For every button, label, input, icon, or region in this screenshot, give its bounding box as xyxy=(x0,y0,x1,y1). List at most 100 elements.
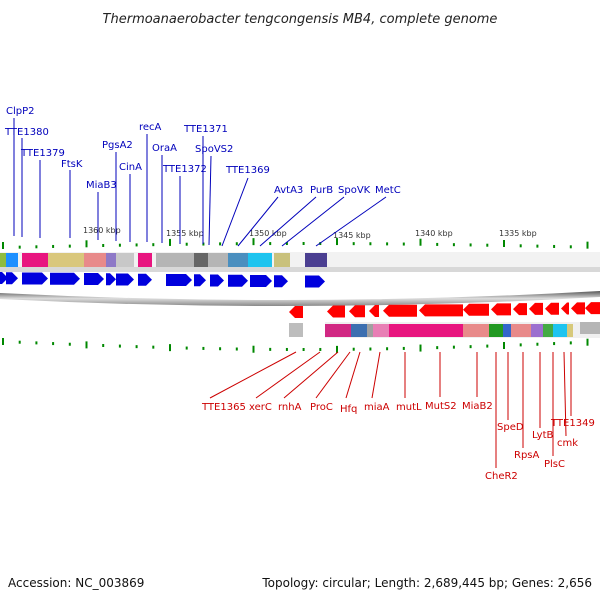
lower-gene-color-band xyxy=(289,322,600,338)
gene-label-rnha[interactable]: rnhA xyxy=(278,402,302,413)
gene-label-miaa[interactable]: miaA xyxy=(364,402,390,413)
gene-label-rpsa[interactable]: RpsA xyxy=(514,450,540,461)
gene-label-mutl[interactable]: mutL xyxy=(396,402,422,413)
gene-label-cher2[interactable]: CheR2 xyxy=(485,471,518,482)
tick-mark xyxy=(118,344,121,348)
forward-gene-arrow xyxy=(0,272,8,284)
tick-mark xyxy=(68,342,71,346)
gene-label-oraa[interactable]: OraA xyxy=(152,143,177,154)
gene-label-purb[interactable]: PurB xyxy=(310,185,333,196)
tick-mark xyxy=(35,341,38,345)
tick-mark xyxy=(285,242,288,246)
genome-summary-text: Topology: circular; Length: 2,689,445 bp… xyxy=(261,576,592,590)
tick-mark xyxy=(336,345,338,353)
tick-mark xyxy=(503,240,505,247)
gene-label-muts2[interactable]: MutS2 xyxy=(425,401,457,412)
tick-mark xyxy=(436,346,439,350)
gene-label-ftsk[interactable]: FtsK xyxy=(61,159,83,170)
tick-mark xyxy=(252,345,255,353)
tick-mark xyxy=(302,348,305,351)
gene-label-tte1380[interactable]: TTE1380 xyxy=(4,127,49,138)
reverse-strand-genes xyxy=(289,302,600,318)
leader-line xyxy=(281,196,345,247)
map-title: Thermoanaerobacter tengcongensis MB4, co… xyxy=(103,12,498,27)
gene-label-miab3[interactable]: MiaB3 xyxy=(86,180,117,191)
forward-gene-arrow xyxy=(210,274,224,287)
tick-mark xyxy=(569,341,572,345)
gene-label-clpp2[interactable]: ClpP2 xyxy=(6,106,35,117)
tick-mark xyxy=(102,244,105,247)
reverse-gene-arrow xyxy=(327,305,345,318)
reverse-gene-arrow xyxy=(529,302,543,315)
gene-label-lytb[interactable]: LytB xyxy=(532,430,553,441)
gene-label-tte1371[interactable]: TTE1371 xyxy=(183,124,228,135)
lower-tick-row xyxy=(2,338,589,353)
gene-label-sped[interactable]: SpeD xyxy=(497,422,524,433)
gene-label-cmk[interactable]: cmk xyxy=(557,438,578,449)
tick-mark xyxy=(586,241,589,249)
leader-line xyxy=(371,351,381,399)
tick-mark xyxy=(486,344,489,348)
reverse-gene-arrow xyxy=(561,302,569,315)
gene-label-plsc[interactable]: PlsC xyxy=(544,459,565,470)
tick-mark xyxy=(185,346,188,350)
tick-mark xyxy=(135,345,138,349)
tick-mark xyxy=(519,244,522,248)
gene-label-tte1379[interactable]: TTE1379 xyxy=(20,148,65,159)
tick-mark xyxy=(202,242,205,246)
reverse-gene-arrow xyxy=(419,304,463,317)
gene-label-hfq[interactable]: Hfq xyxy=(340,404,357,415)
forward-gene-arrow xyxy=(84,273,104,285)
tick-mark xyxy=(152,243,155,247)
tick-mark xyxy=(336,238,338,246)
reverse-gene-arrow xyxy=(491,303,511,316)
tick-mark xyxy=(319,347,322,351)
tick-mark xyxy=(135,243,138,247)
gene-label-tte1369[interactable]: TTE1369 xyxy=(225,165,270,176)
gene-label-tte1349[interactable]: TTE1349 xyxy=(550,418,595,429)
tick-mark xyxy=(419,344,422,352)
gene-label-xerc[interactable]: xerC xyxy=(249,402,272,413)
forward-gene-arrow xyxy=(22,272,48,285)
tick-mark xyxy=(553,342,556,346)
tick-mark xyxy=(436,242,439,246)
leader-line xyxy=(315,196,387,247)
gene-label-cina[interactable]: CinA xyxy=(119,162,142,173)
forward-gene-arrow xyxy=(305,275,325,288)
tick-mark xyxy=(18,245,21,249)
tick-mark xyxy=(85,341,88,349)
gene-label-tte1372[interactable]: TTE1372 xyxy=(162,164,207,175)
gene-label-avta3[interactable]: AvtA3 xyxy=(274,185,303,196)
genome-backbone xyxy=(0,291,600,307)
gene-label-reca[interactable]: recA xyxy=(139,122,162,133)
tick-mark xyxy=(469,243,472,247)
tick-label-1335: 1335 kbp xyxy=(499,229,537,238)
tick-mark xyxy=(2,338,4,345)
tick-mark xyxy=(118,243,121,247)
reverse-gene-arrow xyxy=(383,304,417,317)
tick-label-1360: 1360 kbp xyxy=(83,226,121,235)
gene-label-miab2[interactable]: MiaB2 xyxy=(462,401,493,412)
upper-gene-color-band xyxy=(0,252,600,272)
reverse-gene-arrow xyxy=(463,303,489,316)
tick-mark xyxy=(586,338,589,346)
gene-label-proc[interactable]: ProC xyxy=(310,402,333,413)
tick-mark xyxy=(285,347,288,351)
gene-label-metc[interactable]: MetC xyxy=(375,185,401,196)
tick-mark xyxy=(235,242,238,246)
tick-mark xyxy=(369,347,372,351)
tick-mark xyxy=(419,238,422,246)
tick-mark xyxy=(269,242,272,246)
tick-mark xyxy=(369,242,372,246)
tick-mark xyxy=(519,343,522,347)
gene-label-spovs2[interactable]: SpoVS2 xyxy=(195,144,233,155)
forward-gene-arrow xyxy=(274,275,288,288)
tick-mark xyxy=(169,238,171,246)
tick-mark xyxy=(352,347,355,351)
gene-label-spovk[interactable]: SpoVK xyxy=(338,185,371,196)
tick-mark xyxy=(102,344,105,347)
tick-mark xyxy=(352,242,355,246)
gene-label-pgsa2[interactable]: PgsA2 xyxy=(102,140,133,151)
gene-label-tte1365[interactable]: TTE1365 xyxy=(201,402,246,413)
